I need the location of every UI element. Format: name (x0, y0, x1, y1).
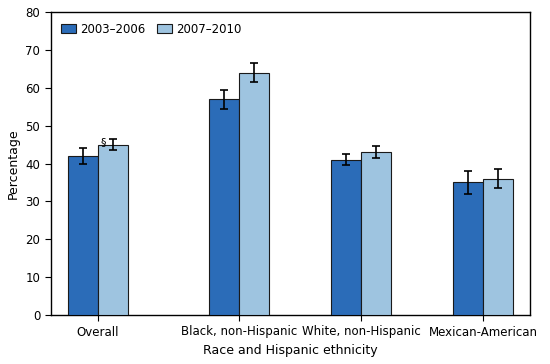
Bar (239, 72, 269, 315)
Text: §: § (101, 137, 106, 147)
Bar (331, 160, 361, 315)
Legend: 2003–2006, 2007–2010: 2003–2006, 2007–2010 (57, 18, 246, 40)
Bar (361, 152, 391, 315)
Bar (98, 145, 128, 315)
X-axis label: Race and Hispanic ethnicity: Race and Hispanic ethnicity (204, 344, 378, 357)
Bar (68, 156, 98, 315)
Bar (209, 99, 239, 315)
Y-axis label: Percentage: Percentage (7, 128, 20, 199)
Bar (483, 179, 513, 315)
Bar (453, 182, 483, 315)
